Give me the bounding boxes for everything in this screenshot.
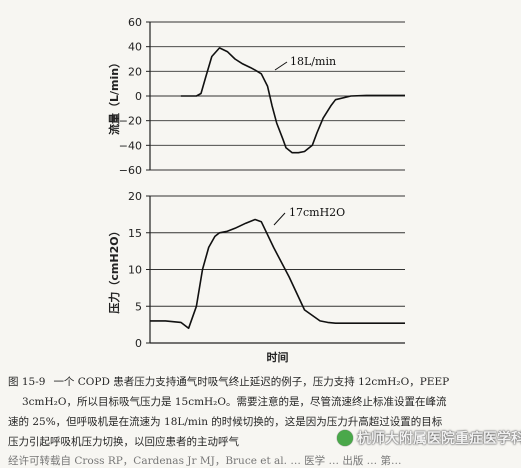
- y-tick-label: 20: [128, 65, 142, 78]
- y-tick-label: 5: [135, 300, 142, 313]
- pressure-chart: 20 15 10 5 0 压力（cmH2O） 17cmH2O 时间: [107, 190, 405, 364]
- figure-graphic: 60 40 20 0 −20 −40 −60 流量（L/min） 18L/min 20 15 10 5…: [107, 16, 405, 364]
- y-tick-label: 20: [128, 190, 142, 203]
- series-line: [180, 47, 405, 154]
- series-line: [150, 218, 405, 330]
- caption-line-5: 经许可转载自 Cross RP，Cardenas Jr MJ，Bruce et …: [8, 455, 402, 467]
- wechat-logo-icon: [337, 430, 353, 446]
- y-tick-label: 40: [128, 41, 142, 54]
- flow-chart: 60 40 20 0 −20 −40 −60 流量（L/min） 18L/min: [107, 16, 405, 177]
- y-tick-label: 0: [135, 90, 142, 103]
- y-axis-label: 流量（L/min）: [107, 57, 121, 135]
- caption-text-1: 一个 COPD 患者压力支持通气时吸气终止延迟的例子，压力支持 12cmH₂O，…: [53, 376, 450, 388]
- caption-line-3: 速的 25%，但呼吸机是在流速为 18L/min 的时候切换的，这是因为压力升高…: [8, 416, 443, 428]
- annotation-pointer: [274, 61, 288, 71]
- y-tick-label: 15: [128, 227, 142, 240]
- annotation-label: 18L/min: [290, 55, 336, 68]
- annotation-label: 17cmH2O: [289, 206, 345, 219]
- y-tick-label: 60: [128, 16, 142, 29]
- caption-line-2: 3cmH₂O，所以目标吸气压力是 15cmH₂O。需要注意的是，尽管流速终止标准…: [22, 396, 447, 408]
- y-tick-label: −60: [119, 164, 142, 177]
- x-axis-label: 时间: [267, 350, 289, 364]
- y-axis-label: 压力（cmH2O）: [107, 225, 121, 313]
- figure-label: 图 15-9: [8, 376, 46, 388]
- annotation-pointer: [273, 212, 286, 226]
- caption-line-4: 压力引起呼吸机压力切换，以回应患者的主动呼气: [8, 436, 239, 448]
- watermark: 杭师大附属医院重症医学科: [337, 428, 521, 448]
- y-tick-label: 0: [135, 337, 142, 350]
- caption-line-1: 图 15-9 一个 COPD 患者压力支持通气时吸气终止延迟的例子，压力支持 12…: [8, 375, 521, 389]
- y-tick-label: −20: [119, 115, 142, 128]
- watermark-text: 杭师大附属医院重症医学科: [357, 431, 521, 447]
- y-tick-label: 10: [128, 264, 142, 277]
- y-tick-label: −40: [119, 139, 142, 152]
